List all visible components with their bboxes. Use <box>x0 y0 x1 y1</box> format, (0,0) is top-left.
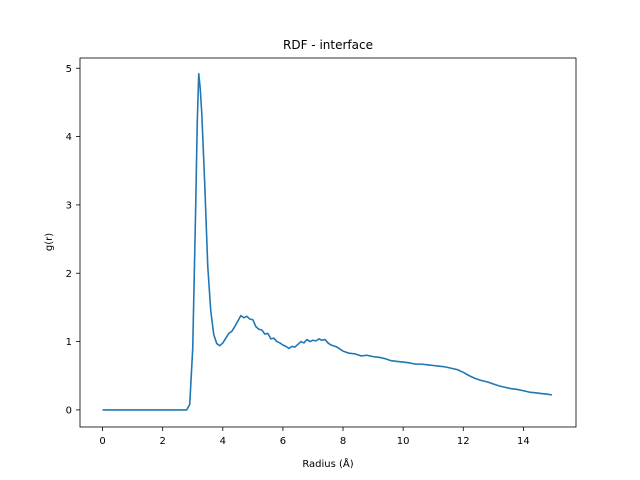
y-axis-ticks: 0 1 2 3 4 5 <box>66 64 80 416</box>
x-tick-label: 12 <box>457 436 470 447</box>
chart-title: RDF - interface <box>283 38 373 52</box>
series-line-0 <box>102 72 553 411</box>
y-tick-label: 2 <box>66 269 72 280</box>
x-tick-label: 2 <box>159 436 165 447</box>
plot-area <box>79 57 577 428</box>
x-tick-label: 8 <box>340 436 346 447</box>
x-tick-label: 14 <box>517 436 530 447</box>
x-tick-label: 6 <box>280 436 286 447</box>
x-tick-label: 10 <box>397 436 410 447</box>
y-tick-label: 4 <box>66 132 72 143</box>
axes-frame <box>79 57 577 428</box>
y-axis-label: g(r) <box>44 233 55 251</box>
y-tick-label: 3 <box>66 200 72 211</box>
x-tick-label: 0 <box>99 436 105 447</box>
x-tick-label: 4 <box>220 436 226 447</box>
x-axis-ticks: 0 2 4 6 8 10 12 14 <box>99 427 530 447</box>
y-tick-label: 5 <box>66 64 72 75</box>
y-tick-label: 1 <box>66 337 72 348</box>
y-tick-label: 0 <box>66 405 72 416</box>
x-axis-label: Radius (Å) <box>302 457 353 470</box>
